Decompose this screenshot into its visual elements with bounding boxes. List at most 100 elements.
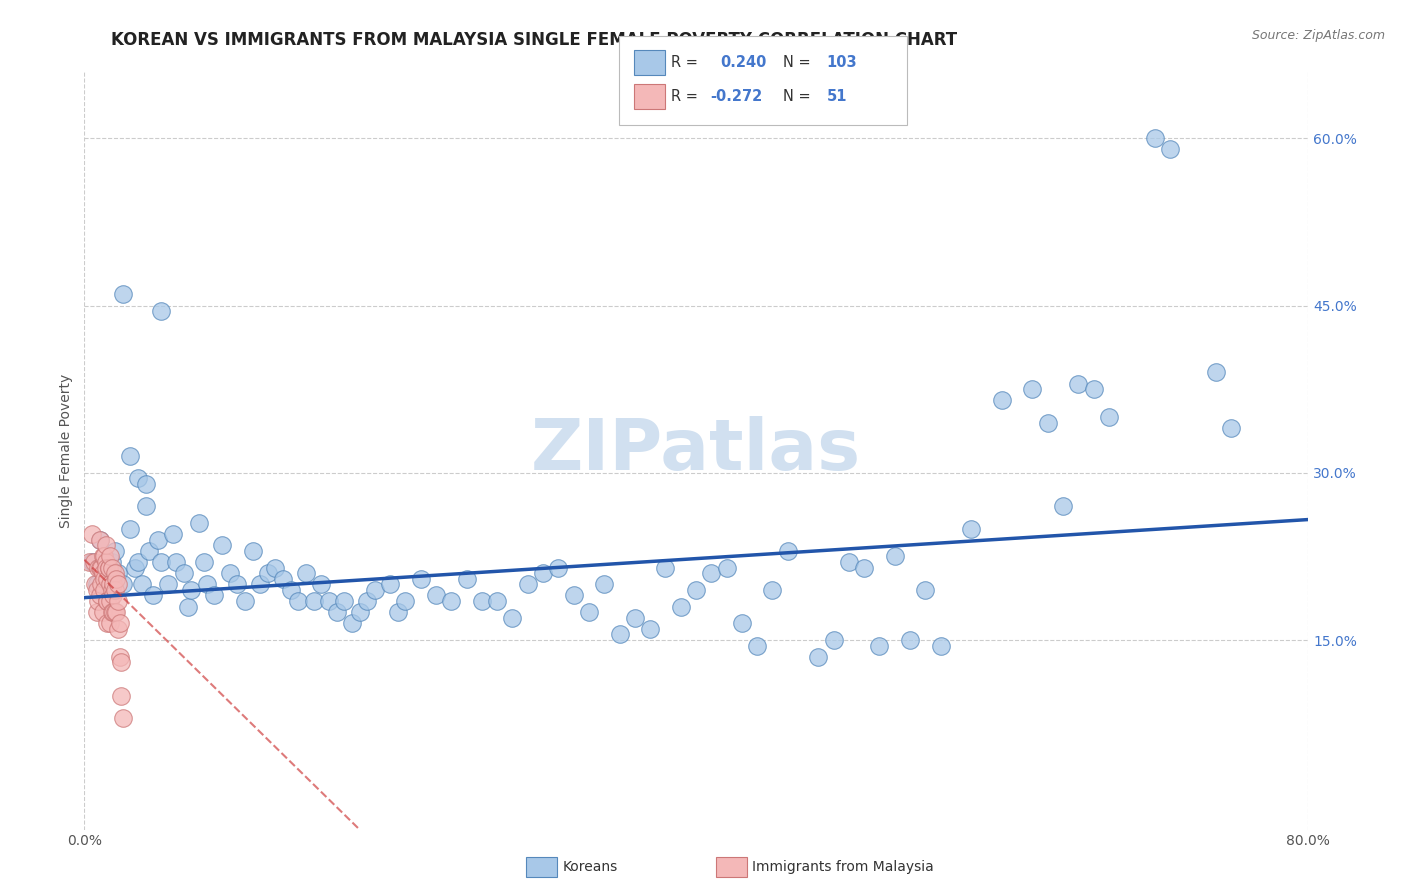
Point xyxy=(853,560,876,574)
Point xyxy=(409,572,432,586)
Point xyxy=(333,594,356,608)
Point xyxy=(1205,366,1227,380)
Point xyxy=(89,560,111,574)
Point xyxy=(211,538,233,552)
Point xyxy=(105,605,128,619)
Point xyxy=(1220,421,1243,435)
Point xyxy=(218,566,240,581)
Point xyxy=(387,605,409,619)
Point xyxy=(1067,376,1090,391)
Point xyxy=(731,616,754,631)
Point xyxy=(96,594,118,608)
Point xyxy=(149,555,172,569)
Text: Immigrants from Malaysia: Immigrants from Malaysia xyxy=(752,860,934,874)
Text: ZIPatlas: ZIPatlas xyxy=(531,416,860,485)
Point xyxy=(86,577,108,591)
Text: N =: N = xyxy=(783,89,815,103)
Point xyxy=(295,566,318,581)
Point xyxy=(105,572,128,586)
Point xyxy=(90,577,112,591)
Point xyxy=(104,566,127,581)
Point xyxy=(1021,382,1043,396)
Y-axis label: Single Female Poverty: Single Female Poverty xyxy=(59,374,73,527)
Point xyxy=(98,616,121,631)
Point xyxy=(86,605,108,619)
Point xyxy=(93,549,115,564)
Text: 103: 103 xyxy=(827,55,858,70)
Point xyxy=(111,711,134,725)
Text: R =: R = xyxy=(671,55,702,70)
Point xyxy=(624,611,647,625)
Text: KOREAN VS IMMIGRANTS FROM MALAYSIA SINGLE FEMALE POVERTY CORRELATION CHART: KOREAN VS IMMIGRANTS FROM MALAYSIA SINGL… xyxy=(111,31,957,49)
Point xyxy=(173,566,195,581)
Point xyxy=(131,577,153,591)
Point xyxy=(94,538,117,552)
Point xyxy=(502,611,524,625)
Text: R =: R = xyxy=(671,89,702,103)
Point xyxy=(716,560,738,574)
Point xyxy=(394,594,416,608)
Point xyxy=(110,689,132,703)
Point xyxy=(226,577,249,591)
Point xyxy=(80,555,103,569)
Point xyxy=(103,589,125,603)
Text: N =: N = xyxy=(783,55,815,70)
Point xyxy=(138,544,160,558)
Point xyxy=(107,622,129,636)
Point xyxy=(257,566,280,581)
Point xyxy=(165,555,187,569)
Point xyxy=(440,594,463,608)
Point xyxy=(127,555,149,569)
Point xyxy=(91,549,114,564)
Point xyxy=(486,594,509,608)
Point xyxy=(280,582,302,597)
Point xyxy=(1083,382,1105,396)
Point xyxy=(883,549,905,564)
Point xyxy=(101,560,124,574)
Point xyxy=(104,544,127,558)
Point xyxy=(914,582,936,597)
Point xyxy=(93,572,115,586)
Point xyxy=(380,577,402,591)
Point xyxy=(103,577,125,591)
Point xyxy=(89,589,111,603)
Point xyxy=(578,605,600,619)
Point xyxy=(87,594,110,608)
Point xyxy=(747,639,769,653)
Point xyxy=(91,605,114,619)
Point xyxy=(700,566,723,581)
Point xyxy=(90,560,112,574)
Point xyxy=(233,594,256,608)
Point xyxy=(107,577,129,591)
Point xyxy=(531,566,554,581)
Point xyxy=(89,533,111,547)
Text: -0.272: -0.272 xyxy=(710,89,762,103)
Point xyxy=(356,594,378,608)
Point xyxy=(654,560,676,574)
Point xyxy=(188,516,211,530)
Point xyxy=(107,594,129,608)
Point xyxy=(271,572,294,586)
Point xyxy=(135,477,157,491)
Point xyxy=(547,560,569,574)
Point xyxy=(108,649,131,664)
Point xyxy=(94,555,117,569)
Point xyxy=(101,582,124,597)
Point xyxy=(120,521,142,535)
Point xyxy=(98,577,121,591)
Point xyxy=(135,500,157,514)
Point xyxy=(110,655,132,669)
Point xyxy=(311,577,333,591)
Text: Source: ZipAtlas.com: Source: ZipAtlas.com xyxy=(1251,29,1385,42)
Point xyxy=(1098,410,1121,425)
Text: Koreans: Koreans xyxy=(562,860,617,874)
Point xyxy=(593,577,616,591)
Point xyxy=(425,589,447,603)
Point xyxy=(93,582,115,597)
Point xyxy=(325,605,347,619)
Point xyxy=(516,577,538,591)
Point xyxy=(456,572,478,586)
Point xyxy=(91,555,114,569)
Point xyxy=(91,566,114,581)
Point xyxy=(364,582,387,597)
